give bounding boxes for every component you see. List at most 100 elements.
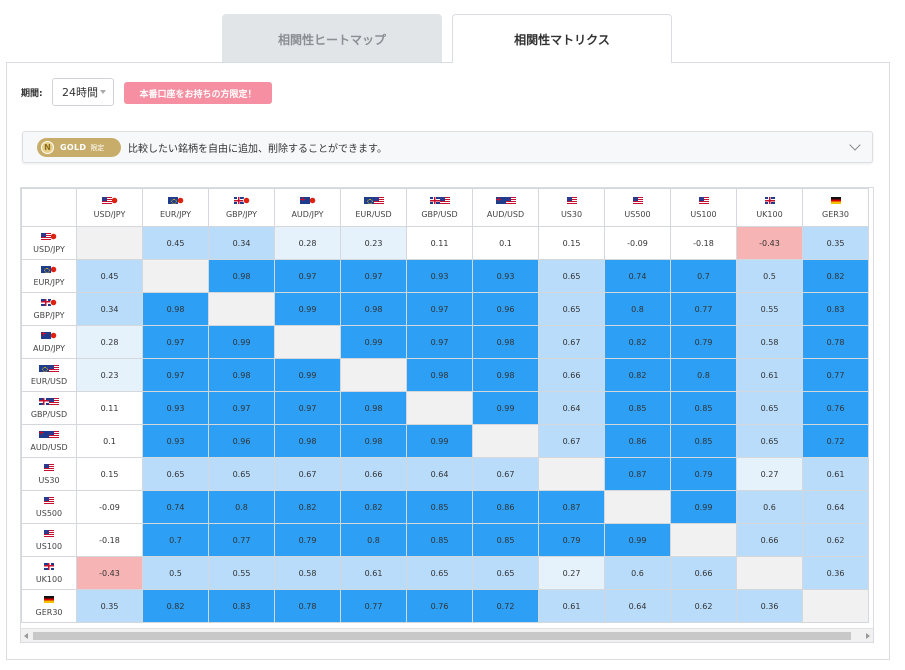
us-flag-icon (44, 529, 54, 537)
symbol-label: GBP/JPY (33, 311, 65, 320)
correlation-cell: 0.61 (538, 589, 605, 623)
column-header: AUD/USD (472, 188, 539, 227)
symbol-label: US500 (35, 509, 63, 518)
correlation-cell: 0.35 (802, 226, 869, 260)
correlation-cell: 0.5 (736, 259, 803, 293)
chevron-down-icon[interactable] (849, 139, 861, 151)
diagonal-cell (670, 523, 737, 557)
correlation-cell: 0.66 (670, 556, 737, 590)
row-header: UK100 (21, 556, 77, 590)
correlation-cell: 0.62 (802, 523, 869, 557)
correlation-cell: 0.23 (340, 226, 407, 260)
symbol-label: US500 (624, 209, 651, 219)
scrollbar-thumb[interactable] (33, 632, 851, 640)
column-header-inner: US500 (606, 197, 670, 219)
column-header-inner: EUR/JPY (144, 197, 208, 219)
diagonal-cell (472, 424, 539, 458)
period-select[interactable]: 24時間 (52, 78, 114, 106)
symbol-label: EUR/JPY (159, 209, 192, 219)
correlation-cell: 0.64 (406, 457, 473, 491)
table-row: GBP/JPY 0.34 0.98 0.99 0.98 0.97 0.96 0.65 0.8 0.… (21, 292, 869, 326)
column-header-inner: USD/JPY (78, 197, 142, 219)
correlation-cell: 0.98 (472, 358, 539, 392)
correlation-cell: 0.58 (274, 556, 341, 590)
row-header: AUD/JPY (21, 325, 77, 359)
diagonal-cell (340, 358, 407, 392)
correlation-cell: 0.74 (142, 490, 209, 524)
correlation-cell: 0.35 (76, 589, 143, 623)
column-header: UK100 (736, 188, 803, 227)
correlation-cell: 0.96 (472, 292, 539, 326)
scroll-left-icon[interactable] (24, 633, 28, 639)
flag-icon (429, 197, 450, 205)
correlation-cell: 0.67 (538, 424, 605, 458)
symbol-label: EUR/JPY (33, 278, 65, 287)
correlation-matrix: USD/JPY EUR/JPY GBP/JPY AUD/JPY EUR/USD GBP/U… (20, 187, 874, 643)
symbol-label: US30 (38, 476, 60, 485)
correlation-cell: 0.86 (604, 424, 671, 458)
correlation-cell: 0.66 (538, 358, 605, 392)
flag-icon (41, 331, 57, 339)
header-row: USD/JPY EUR/JPY GBP/JPY AUD/JPY EUR/USD GBP/U… (21, 188, 869, 227)
us-flag-icon (439, 197, 450, 204)
correlation-cell: 0.15 (76, 457, 143, 491)
correlation-cell: 0.65 (472, 556, 539, 590)
row-header-inner: USD/JPY (23, 232, 76, 254)
correlation-cell: 0.65 (406, 556, 473, 590)
correlation-cell: 0.58 (736, 325, 803, 359)
correlation-cell: 0.23 (76, 358, 143, 392)
gold-badge-sub: 限定 (90, 143, 105, 152)
us-flag-icon (49, 397, 59, 405)
scroll-right-icon[interactable] (866, 633, 870, 639)
correlation-cell: 0.77 (670, 292, 737, 326)
correlation-cell: 0.65 (142, 457, 209, 491)
column-header-inner: UK100 (738, 197, 802, 219)
column-header-inner: US100 (672, 197, 736, 219)
flag-icon (764, 197, 775, 205)
symbol-label: USD/JPY (93, 209, 126, 219)
diagonal-cell (736, 556, 803, 590)
jp-flag-icon (176, 197, 184, 204)
row-header: USD/JPY (21, 226, 77, 260)
correlation-table: USD/JPY EUR/JPY GBP/JPY AUD/JPY EUR/USD GBP/U… (21, 188, 869, 623)
column-header: GBP/JPY (208, 188, 275, 227)
gb-flag-icon (764, 197, 775, 204)
table-row: US500 -0.09 0.74 0.8 0.82 0.82 0.85 0.86 0.87 0.9… (21, 490, 869, 524)
jp-flag-icon (308, 197, 316, 204)
table-row: AUD/USD 0.1 0.93 0.96 0.98 0.98 0.99 0.67 0.86 0.… (21, 424, 869, 458)
correlation-cell: 0.11 (406, 226, 473, 260)
gb-flag-icon (429, 197, 440, 204)
diagonal-cell (208, 292, 275, 326)
correlation-cell: 0.76 (406, 589, 473, 623)
correlation-cell: 0.97 (340, 259, 407, 293)
correlation-cell: 0.93 (406, 259, 473, 293)
correlation-cell: 0.72 (802, 424, 869, 458)
flag-icon (39, 430, 59, 438)
correlation-cell: 0.7 (670, 259, 737, 293)
au-flag-icon (39, 430, 49, 438)
correlation-cell: 0.93 (142, 424, 209, 458)
table-row: GER30 0.35 0.82 0.83 0.78 0.77 0.76 0.72 0.61 0.6… (21, 589, 869, 623)
tab-correlation-heatmap[interactable]: 相関性ヒートマップ (222, 14, 442, 64)
table-row: GBP/USD 0.11 0.93 0.97 0.97 0.98 0.99 0.64 0.85 0… (21, 391, 869, 425)
correlation-cell: 0.79 (538, 523, 605, 557)
correlation-cell: 0.85 (670, 424, 737, 458)
correlation-cell: 0.55 (736, 292, 803, 326)
symbol-label: AUD/USD (30, 443, 68, 452)
correlation-cell: 0.82 (274, 490, 341, 524)
row-header-inner: US30 (23, 463, 76, 485)
correlation-cell: 0.8 (604, 292, 671, 326)
column-header-inner: US30 (540, 197, 604, 219)
table-row: AUD/JPY 0.28 0.97 0.99 0.99 0.97 0.98 0.67 0.82 0… (21, 325, 869, 359)
column-header-inner: AUD/JPY (276, 197, 340, 219)
correlation-cell: 0.82 (802, 259, 869, 293)
gold-feature-bar[interactable]: N GOLD 限定 比較したい銘柄を自由に追加、削除することができます。 (22, 131, 873, 163)
jp-flag-icon (242, 197, 250, 204)
jp-flag-icon (50, 232, 57, 240)
table-row: EUR/USD 0.23 0.97 0.98 0.99 0.98 0.98 0.66 0.82 0… (21, 358, 869, 392)
au-flag-icon (299, 197, 310, 204)
symbol-label: GBP/JPY (225, 209, 258, 219)
tab-correlation-matrix[interactable]: 相関性マトリクス (452, 14, 672, 64)
flag-icon (44, 595, 54, 603)
horizontal-scrollbar[interactable] (21, 628, 873, 642)
